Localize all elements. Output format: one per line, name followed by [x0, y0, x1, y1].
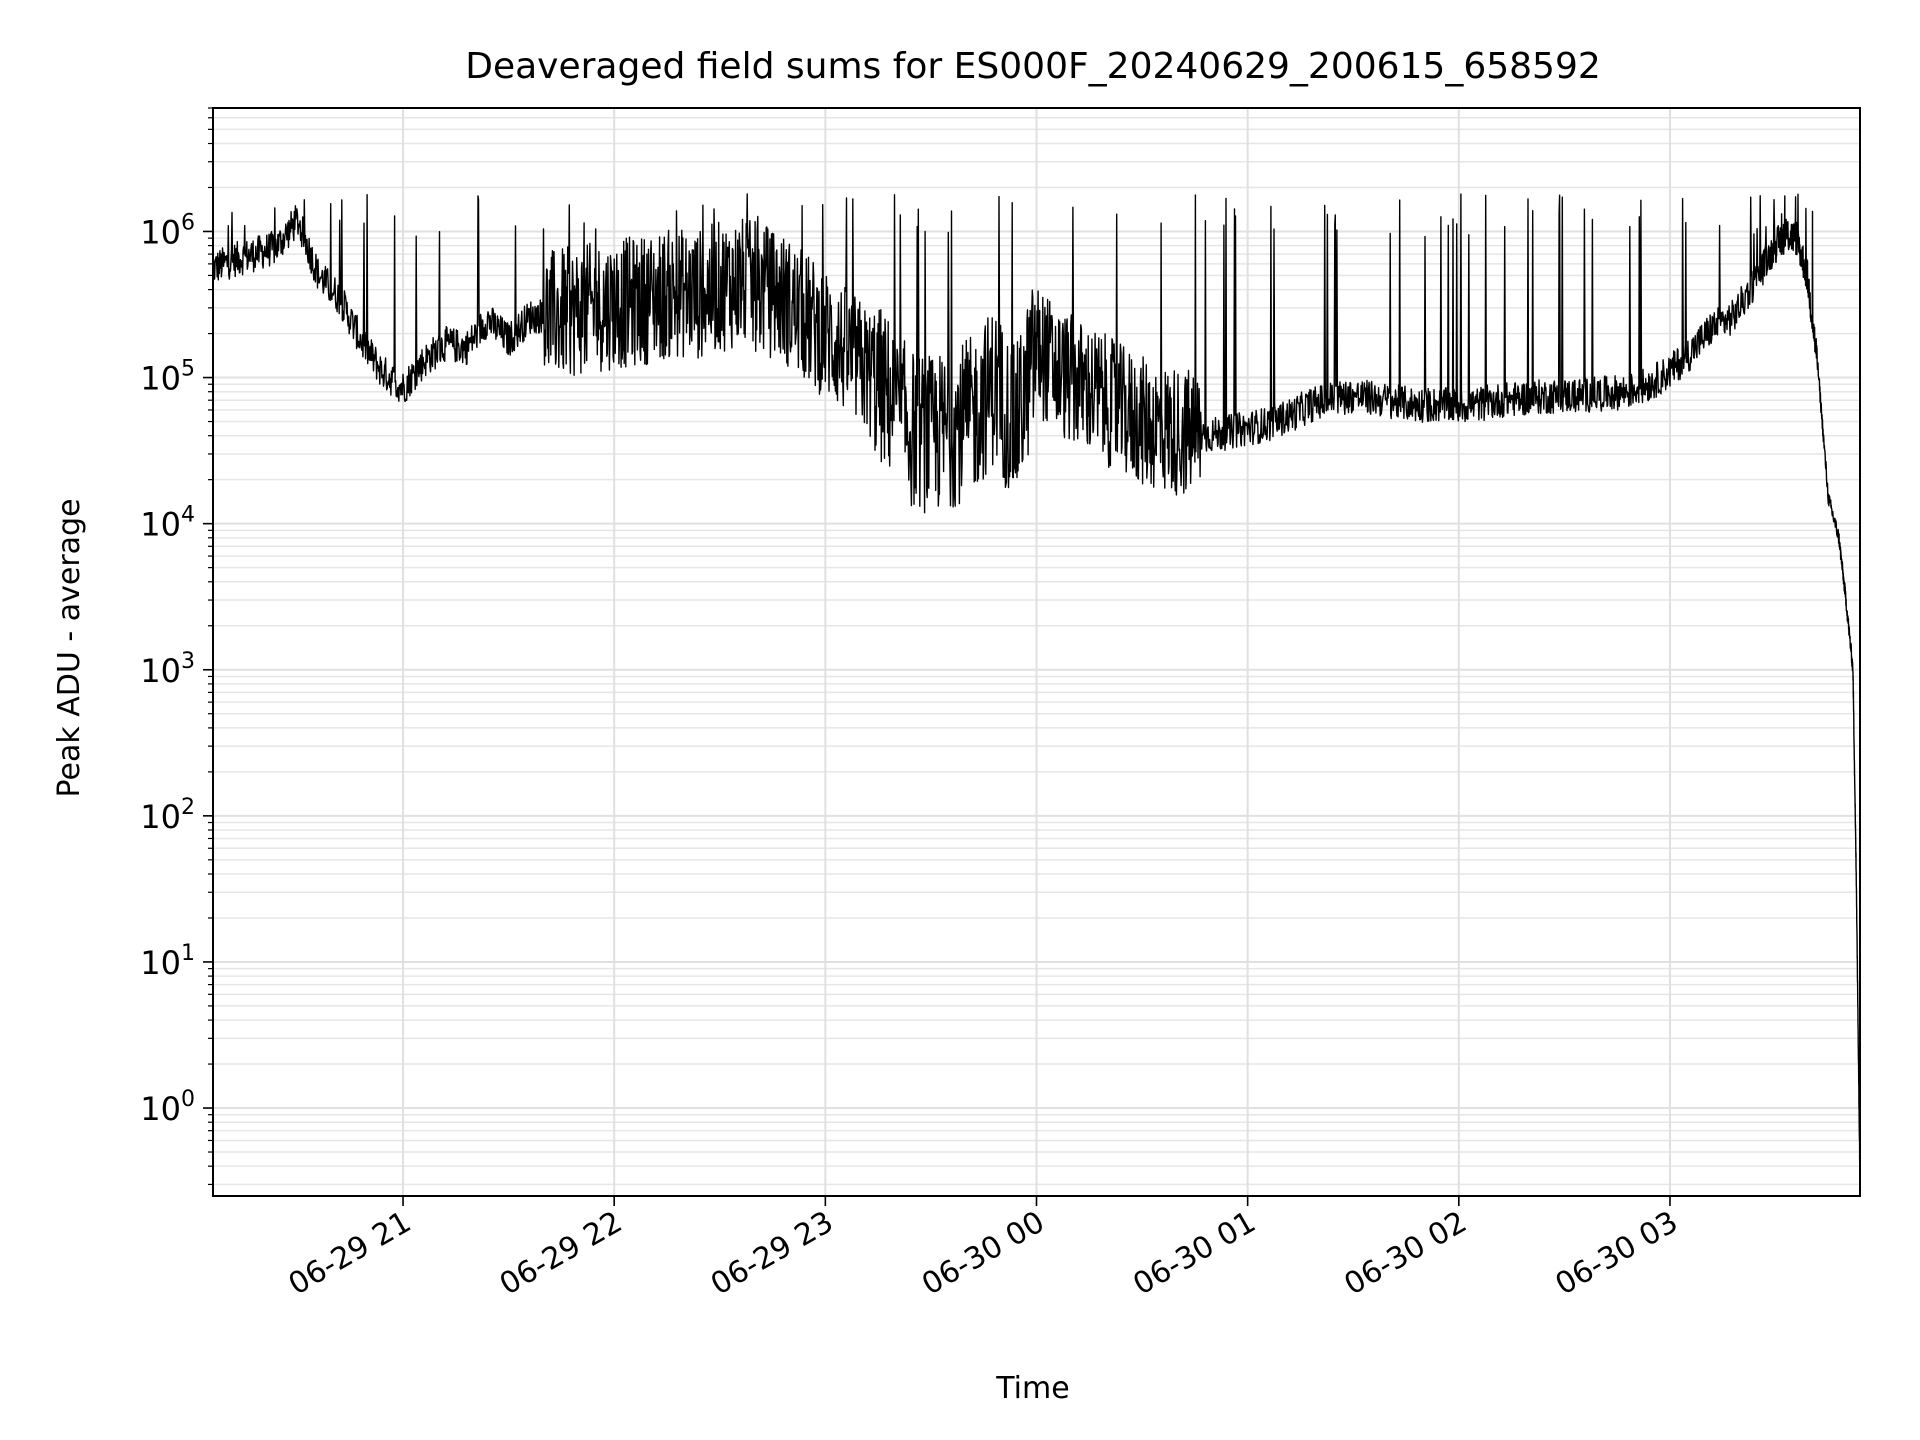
y-tick-label: 106 [140, 210, 195, 251]
y-tick-label: 104 [140, 503, 195, 544]
series-line [212, 193, 1861, 1185]
grid [213, 107, 1860, 1196]
y-tick-label: 101 [140, 941, 195, 982]
data-line-layer [212, 193, 1861, 1185]
y-tick-label: 105 [140, 357, 195, 398]
y-tick-label: 102 [140, 795, 195, 836]
y-axis-label: Peak ADU - average [52, 498, 87, 797]
x-axis-label: Time [995, 1371, 1069, 1406]
y-tick-label: 103 [140, 649, 195, 690]
y-tick-label: 100 [140, 1087, 195, 1128]
chart-title: Deaveraged field sums for ES000F_2024062… [465, 46, 1601, 87]
